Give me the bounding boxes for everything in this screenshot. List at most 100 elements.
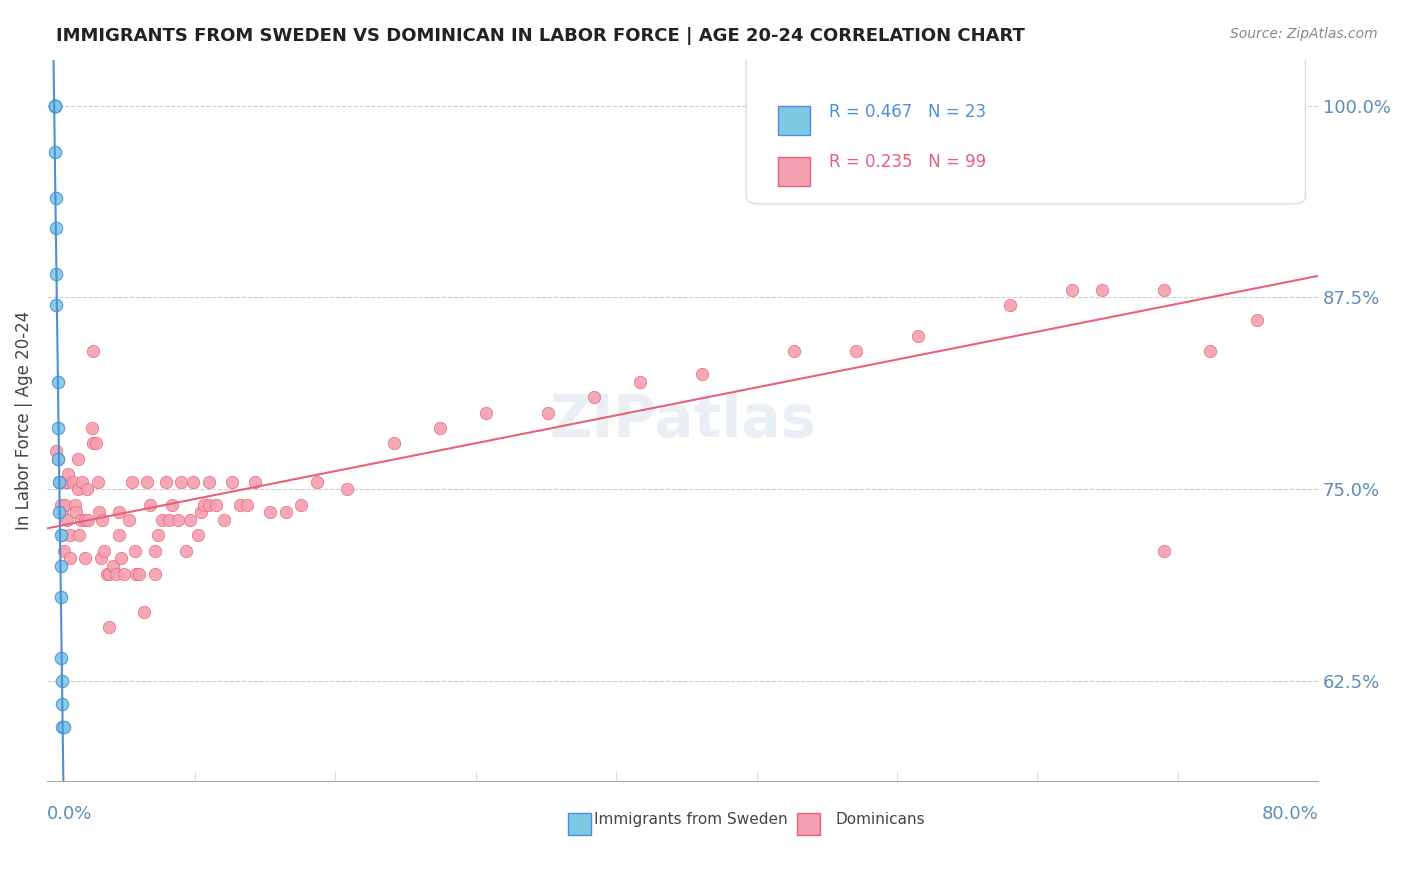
- Point: [59, 551, 82, 566]
- Point: [63, 498, 86, 512]
- Point: [67, 528, 90, 542]
- Point: [1153, 283, 1175, 297]
- Point: [382, 436, 405, 450]
- Point: [1246, 313, 1268, 327]
- Point: [45, 444, 67, 458]
- Point: [49, 528, 72, 542]
- Point: [49, 498, 72, 512]
- Point: [44, 98, 66, 112]
- Point: [49, 590, 72, 604]
- Point: [97, 620, 120, 634]
- Text: 80.0%: 80.0%: [1261, 805, 1319, 823]
- Point: [907, 328, 929, 343]
- Point: [228, 498, 250, 512]
- Point: [96, 566, 118, 581]
- Point: [45, 268, 67, 282]
- Point: [336, 483, 359, 497]
- Text: ZIPatlas: ZIPatlas: [550, 392, 815, 449]
- Point: [82, 436, 104, 450]
- Point: [62, 475, 84, 489]
- Point: [66, 451, 89, 466]
- Point: [690, 368, 713, 382]
- Point: [45, 221, 67, 235]
- Point: [49, 559, 72, 574]
- Point: [179, 513, 201, 527]
- Point: [845, 344, 868, 359]
- Point: [1091, 283, 1114, 297]
- Point: [187, 528, 209, 542]
- Point: [48, 505, 70, 519]
- Point: [87, 475, 110, 489]
- Text: Immigrants from Sweden: Immigrants from Sweden: [593, 812, 787, 827]
- Text: R = 0.235   N = 99: R = 0.235 N = 99: [835, 146, 993, 164]
- Bar: [797, 814, 820, 835]
- Point: [205, 498, 228, 512]
- Point: [65, 505, 87, 519]
- Point: [52, 543, 75, 558]
- Point: [190, 505, 212, 519]
- Point: [160, 498, 183, 512]
- Point: [49, 651, 72, 665]
- Point: [45, 191, 67, 205]
- Point: [136, 475, 159, 489]
- Point: [93, 543, 115, 558]
- Point: [259, 505, 281, 519]
- Point: [48, 475, 70, 489]
- Text: Dominicans: Dominicans: [835, 812, 925, 827]
- Point: [48, 475, 70, 489]
- Text: IMMIGRANTS FROM SWEDEN VS DOMINICAN IN LABOR FORCE | AGE 20-24 CORRELATION CHART: IMMIGRANTS FROM SWEDEN VS DOMINICAN IN L…: [56, 27, 1025, 45]
- Point: [51, 528, 73, 542]
- Point: [84, 436, 107, 450]
- Point: [1199, 344, 1222, 359]
- Bar: [778, 157, 810, 186]
- Point: [44, 145, 66, 159]
- Bar: [778, 106, 810, 136]
- Point: [290, 498, 312, 512]
- Bar: [568, 814, 591, 835]
- Text: 0.0%: 0.0%: [46, 805, 93, 823]
- Point: [243, 475, 266, 489]
- Point: [143, 543, 166, 558]
- Point: [44, 98, 66, 112]
- Point: [72, 475, 94, 489]
- Point: [89, 505, 111, 519]
- Point: [221, 475, 243, 489]
- Point: [45, 298, 67, 312]
- FancyBboxPatch shape: [747, 53, 1305, 204]
- Point: [236, 498, 259, 512]
- Point: [157, 513, 180, 527]
- Point: [69, 513, 91, 527]
- Point: [305, 475, 328, 489]
- Point: [91, 513, 114, 527]
- Point: [124, 543, 146, 558]
- Point: [783, 344, 806, 359]
- Point: [55, 475, 77, 489]
- Point: [44, 98, 66, 112]
- Point: [80, 421, 103, 435]
- Point: [44, 98, 66, 112]
- Text: Source: ZipAtlas.com: Source: ZipAtlas.com: [1230, 27, 1378, 41]
- Point: [46, 375, 69, 389]
- Point: [58, 467, 80, 481]
- Point: [139, 498, 162, 512]
- Point: [51, 697, 73, 711]
- Point: [90, 551, 112, 566]
- Point: [628, 375, 651, 389]
- Point: [146, 528, 169, 542]
- Point: [429, 421, 451, 435]
- Point: [110, 551, 132, 566]
- Point: [132, 605, 155, 619]
- Point: [212, 513, 235, 527]
- Point: [121, 475, 143, 489]
- Point: [76, 483, 98, 497]
- Point: [51, 674, 73, 689]
- Point: [101, 559, 124, 574]
- Point: [128, 566, 150, 581]
- Point: [1277, 98, 1299, 112]
- Point: [197, 475, 219, 489]
- Text: R = 0.467   N = 23: R = 0.467 N = 23: [828, 103, 986, 121]
- Point: [56, 475, 79, 489]
- Point: [46, 451, 69, 466]
- Point: [82, 344, 104, 359]
- Point: [197, 498, 219, 512]
